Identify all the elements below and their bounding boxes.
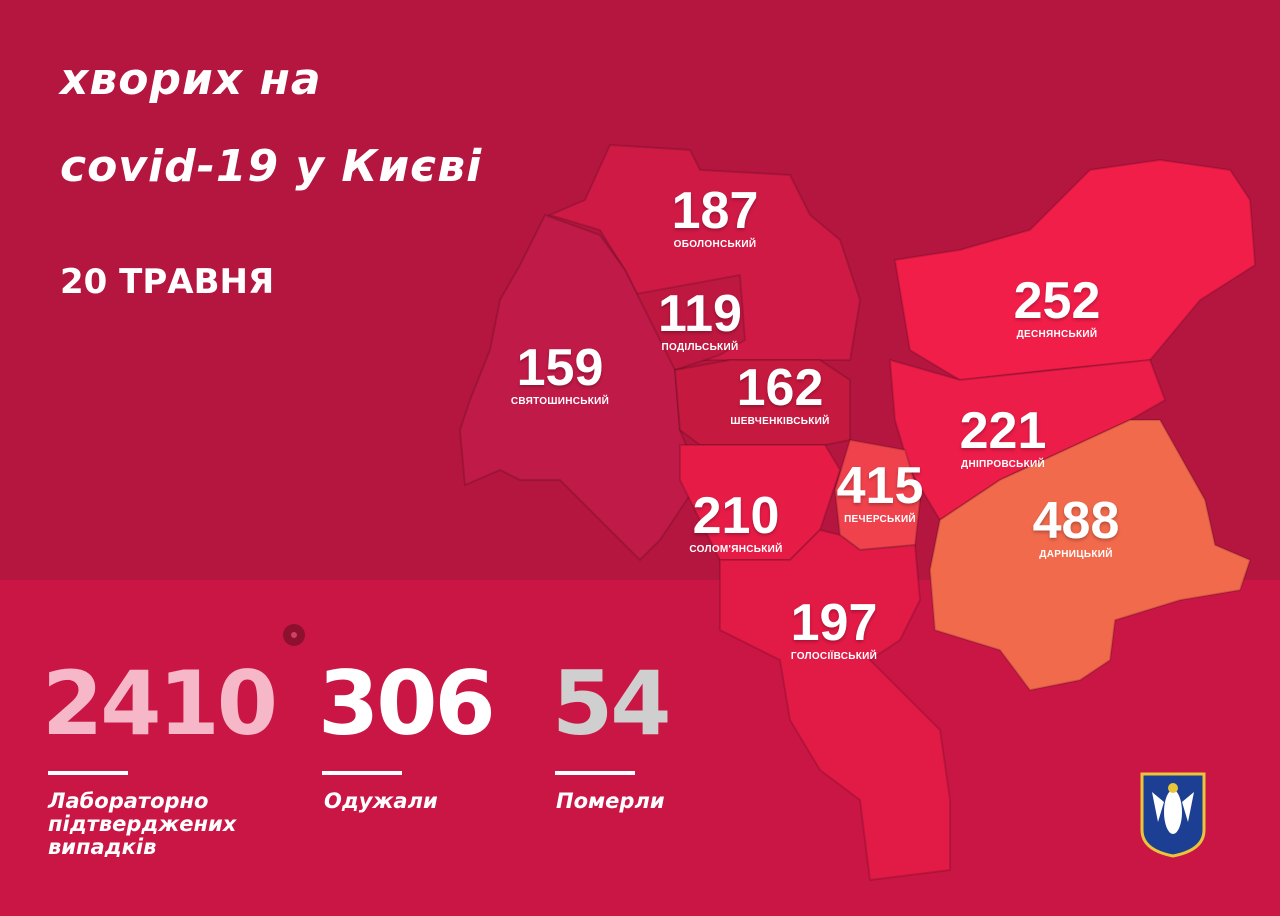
district-name: ПОДІЛЬСЬКИЙ [661,342,739,353]
district-case-count: 197 [790,594,878,652]
district-name: ШЕВЧЕНКІВСЬКИЙ [730,416,830,427]
stat-confirmed-value: 2410 [42,652,278,755]
district-case-count: 159 [516,339,604,397]
district-case-count: 221 [959,402,1047,460]
divider [555,771,635,775]
divider [48,771,128,775]
district-name: ГОЛОСІЇВСЬКИЙ [790,651,878,662]
stat-recovered-value: 306 [318,652,496,755]
district-case-count: 187 [671,182,759,240]
title-line-1: хворих на [60,54,322,105]
district-case-count: 119 [658,285,742,343]
title-line-2: covid-19 у Києві [60,141,483,192]
district-name: ОБОЛОНСЬКИЙ [673,239,757,250]
district-case-count: 210 [692,487,780,545]
district-case-count: 252 [1013,272,1101,330]
district-case-count: 488 [1032,492,1120,550]
district-shape [458,213,702,562]
stat-deaths-value: 54 [552,652,671,755]
district-name: ДЕСНЯНСЬКИЙ [1016,329,1098,340]
district-name: ПЕЧЕРСЬКИЙ [844,514,916,525]
kyiv-coat-of-arms-icon [1140,772,1206,858]
district-case-count: 415 [836,457,924,515]
district-name: ДНІПРОВСЬКИЙ [961,459,1045,470]
district-shape [928,419,1252,692]
stat-deaths-label: Померли [556,789,665,813]
district-name: ДАРНИЦЬКИЙ [1039,549,1113,560]
district-name: СОЛОМ'ЯНСЬКИЙ [689,544,783,555]
stat-confirmed-label: Лабораторно підтверджених випадків [48,789,237,859]
district-case-count: 162 [736,359,824,417]
virus-icon [283,624,305,646]
district-name: СВЯТОШИНСЬКИЙ [510,396,610,407]
district-shape [893,158,1257,382]
date: 20 ТРАВНЯ [60,262,275,302]
district-shape [547,143,862,361]
stat-recovered-label: Одужали [324,789,438,813]
divider [322,771,402,775]
district-shape [719,528,951,882]
